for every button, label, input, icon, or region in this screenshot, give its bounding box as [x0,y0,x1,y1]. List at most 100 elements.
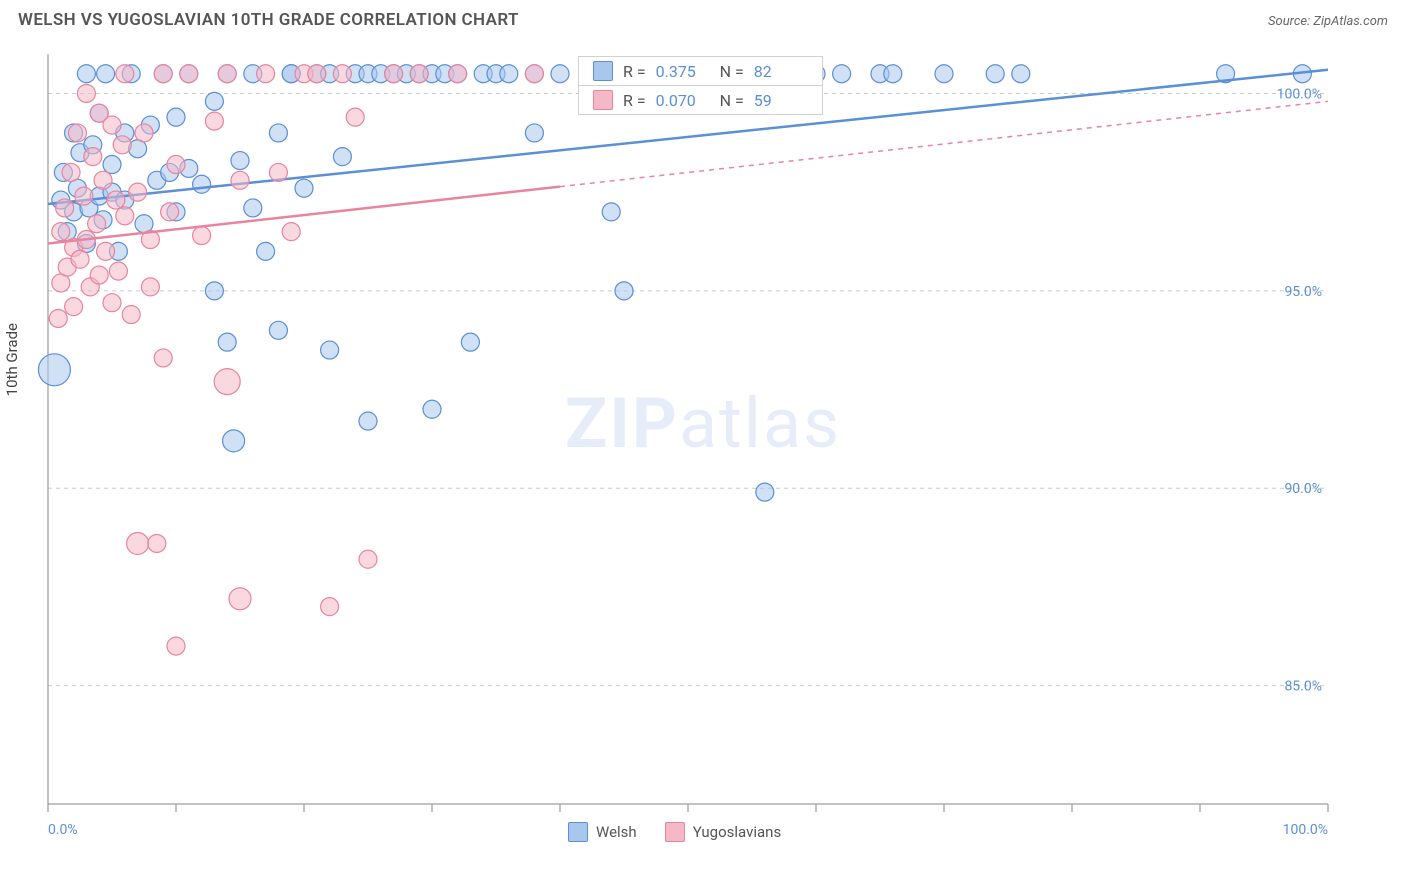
data-point [68,124,86,142]
stats-legend-row: R = 0.070 N = 59 [579,85,822,114]
data-point [214,369,240,395]
y-tick-label: 90.0% [1284,481,1322,497]
data-point [461,333,479,351]
data-point [129,183,147,201]
data-point [833,65,851,83]
data-point [295,179,313,197]
data-point [193,175,211,193]
data-point [223,430,245,452]
data-point [135,124,153,142]
data-point [346,108,364,126]
data-point [193,227,211,245]
data-point [77,65,95,83]
legend-swatch [593,61,613,81]
data-point [205,282,223,300]
data-point [94,171,112,189]
data-point [359,412,377,430]
n-label: N = [720,91,744,110]
data-point [333,65,351,83]
data-point [97,65,115,83]
data-point [423,400,441,418]
data-point [127,532,149,554]
data-point [525,124,543,142]
data-point [116,207,134,225]
data-point [103,116,121,134]
data-point [321,598,339,616]
data-point [167,156,185,174]
y-axis-label: 10th Grade [3,323,21,396]
data-point [935,65,953,83]
data-point [107,191,125,209]
x-max-label: 100.0% [1283,822,1328,838]
data-point [229,588,251,610]
r-label: R = [623,91,646,110]
data-point [52,223,70,241]
data-point [38,354,70,386]
n-label: N = [720,62,744,81]
data-point [62,163,80,181]
data-point [359,550,377,568]
y-tick-label: 85.0% [1284,679,1322,695]
data-point [77,84,95,102]
data-point [148,534,166,552]
data-point [205,112,223,130]
data-point [116,65,134,83]
data-point [167,637,185,655]
data-point [103,294,121,312]
data-point [410,65,428,83]
data-point [103,156,121,174]
data-point [109,262,127,280]
x-min-label: 0.0% [48,822,78,838]
data-point [180,65,198,83]
x-axis-end-labels: 0.0% 100.0% [48,822,1328,838]
data-point [244,199,262,217]
data-point [49,309,67,327]
data-point [308,65,326,83]
data-point [257,242,275,260]
stats-legend: R = 0.375 N = 82 R = 0.070 N = 59 [578,56,823,115]
data-point [756,483,774,501]
data-point [90,266,108,284]
data-point [884,65,902,83]
data-point [113,136,131,154]
data-point [65,298,83,316]
y-tick-label: 100.0% [1277,86,1322,102]
data-point [602,203,620,221]
data-point [321,341,339,359]
chart-header: WELSH VS YUGOSLAVIAN 10TH GRADE CORRELAT… [0,0,1406,34]
data-point [84,148,102,166]
data-point [97,242,115,260]
data-point [551,65,569,83]
legend-swatch [593,90,613,110]
data-point [218,333,236,351]
data-point [1012,65,1030,83]
data-point [154,349,172,367]
data-point [282,223,300,241]
data-point [525,65,543,83]
stats-legend-row: R = 0.375 N = 82 [579,57,822,85]
data-point [167,108,185,126]
data-point [122,306,140,324]
r-value: 0.070 [656,91,710,110]
data-point [986,65,1004,83]
data-point [231,171,249,189]
data-point [500,65,518,83]
data-point [75,187,93,205]
r-value: 0.375 [656,62,710,81]
data-point [231,152,249,170]
data-point [56,199,74,217]
source-attribution: Source: ZipAtlas.com [1268,14,1388,29]
chart-container: 10th Grade 85.0%90.0%95.0%100.0% ZIPatla… [18,34,1388,814]
data-point [141,278,159,296]
chart-title: WELSH VS YUGOSLAVIAN 10TH GRADE CORRELAT… [18,10,519,30]
n-value: 59 [754,91,808,110]
data-point [269,321,287,339]
data-point [218,65,236,83]
r-label: R = [623,62,646,81]
data-point [88,215,106,233]
n-value: 82 [754,62,808,81]
data-point [154,65,172,83]
data-point [257,65,275,83]
data-point [449,65,467,83]
data-point [71,250,89,268]
